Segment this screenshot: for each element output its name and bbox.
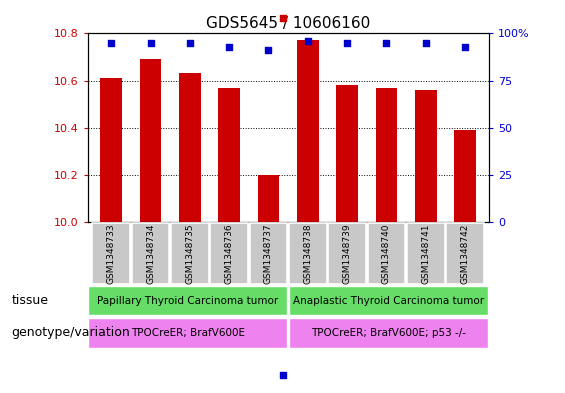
Text: GSM1348733: GSM1348733 (107, 223, 116, 284)
Bar (171, 223, 208, 284)
Bar (289, 286, 488, 315)
Point (185, 40, 194, 46)
Text: GSM1348737: GSM1348737 (264, 223, 273, 284)
Point (264, 47, 273, 53)
Bar (88, 318, 288, 348)
Bar (101, 78, 122, 222)
Bar (297, 40, 319, 222)
Text: TPOCreER; BrafV600E; p53 -/-: TPOCreER; BrafV600E; p53 -/- (311, 328, 466, 338)
Text: TPOCreER; BrafV600E: TPOCreER; BrafV600E (131, 328, 245, 338)
Bar (88, 286, 288, 315)
Text: tissue: tissue (11, 294, 48, 307)
Bar (140, 59, 162, 222)
Text: GSM1348738: GSM1348738 (303, 223, 312, 284)
Bar (258, 175, 279, 222)
Bar (210, 223, 248, 284)
Text: GSM1348742: GSM1348742 (460, 223, 470, 284)
Bar (132, 223, 170, 284)
Text: GSM1348741: GSM1348741 (421, 223, 431, 284)
Point (303, 38, 312, 44)
Bar (446, 223, 484, 284)
Point (278, 15, 287, 21)
Bar (328, 223, 366, 284)
Point (460, 44, 470, 50)
Text: GSM1348740: GSM1348740 (382, 223, 391, 284)
Bar (376, 88, 397, 222)
Bar (179, 73, 201, 222)
Text: GSM1348736: GSM1348736 (225, 223, 234, 284)
Text: GSM1348739: GSM1348739 (342, 223, 351, 284)
Point (225, 44, 234, 50)
Bar (289, 223, 327, 284)
Text: GSM1348735: GSM1348735 (185, 223, 194, 284)
Point (146, 40, 155, 46)
Bar (92, 223, 130, 284)
Bar (454, 130, 476, 222)
Text: Anaplastic Thyroid Carcinoma tumor: Anaplastic Thyroid Carcinoma tumor (293, 296, 484, 306)
Bar (218, 88, 240, 222)
Bar (368, 223, 405, 284)
Text: Papillary Thyroid Carcinoma tumor: Papillary Thyroid Carcinoma tumor (97, 296, 279, 306)
Text: GSM1348734: GSM1348734 (146, 223, 155, 284)
Point (421, 40, 431, 46)
Point (278, 372, 287, 378)
Point (342, 40, 351, 46)
Point (107, 40, 116, 46)
Title: GDS5645 / 10606160: GDS5645 / 10606160 (206, 16, 370, 31)
Bar (336, 85, 358, 222)
Bar (289, 318, 488, 348)
Point (382, 40, 391, 46)
Bar (407, 223, 445, 284)
Bar (415, 90, 437, 222)
Bar (250, 223, 288, 284)
Text: genotype/variation: genotype/variation (11, 326, 130, 339)
